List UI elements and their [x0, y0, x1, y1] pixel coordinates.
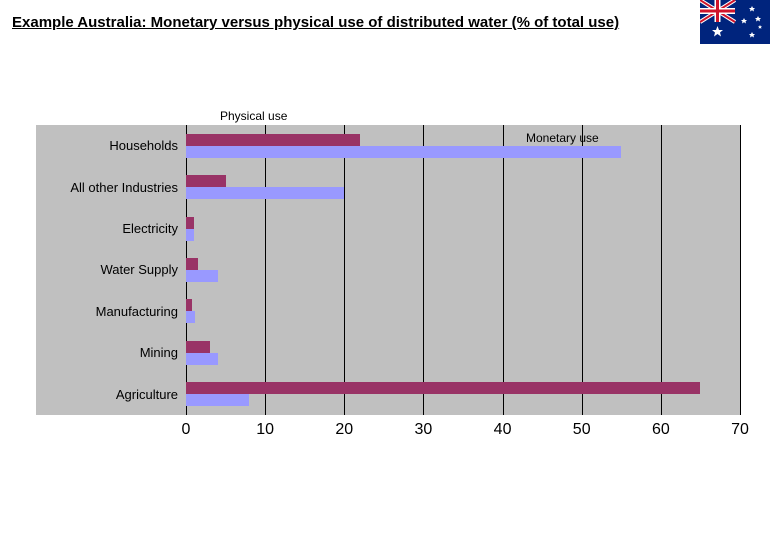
x-axis: 010203040506070 [186, 415, 740, 441]
gridline [423, 125, 424, 415]
x-tick: 10 [256, 421, 274, 439]
category-label: Manufacturing [36, 291, 186, 332]
bar-monetary [186, 394, 249, 406]
gridline [265, 125, 266, 415]
chart: Physical use Monetary use HouseholdsAll … [36, 125, 740, 441]
gridline [661, 125, 662, 415]
x-tick: 0 [182, 421, 191, 439]
bar-physical [186, 175, 226, 187]
gridline [740, 125, 741, 415]
bar-monetary [186, 353, 218, 365]
category-label: Water Supply [36, 249, 186, 290]
bar-monetary [186, 270, 218, 282]
category-label: Agriculture [36, 374, 186, 415]
category-label: Mining [36, 332, 186, 373]
bar-physical [186, 134, 360, 146]
category-label: All other Industries [36, 166, 186, 207]
bar-physical [186, 341, 210, 353]
x-tick: 30 [415, 421, 433, 439]
plot-area: HouseholdsAll other IndustriesElectricit… [36, 125, 740, 415]
bar-monetary [186, 229, 194, 241]
x-tick: 20 [335, 421, 353, 439]
bar-physical [186, 258, 198, 270]
x-tick: 50 [573, 421, 591, 439]
gridline [503, 125, 504, 415]
x-tick: 70 [731, 421, 749, 439]
australia-flag-icon [700, 0, 770, 44]
category-label: Electricity [36, 208, 186, 249]
gridline [344, 125, 345, 415]
bar-monetary [186, 311, 195, 323]
x-tick: 60 [652, 421, 670, 439]
physical-series-label: Physical use [220, 109, 287, 123]
bar-monetary [186, 146, 621, 158]
bar-physical [186, 299, 192, 311]
bar-monetary [186, 187, 344, 199]
page-title: Example Australia: Monetary versus physi… [12, 14, 768, 31]
category-label: Households [36, 125, 186, 166]
bar-physical [186, 382, 700, 394]
bar-physical [186, 217, 194, 229]
gridline [582, 125, 583, 415]
monetary-series-label: Monetary use [526, 131, 599, 145]
x-tick: 40 [494, 421, 512, 439]
